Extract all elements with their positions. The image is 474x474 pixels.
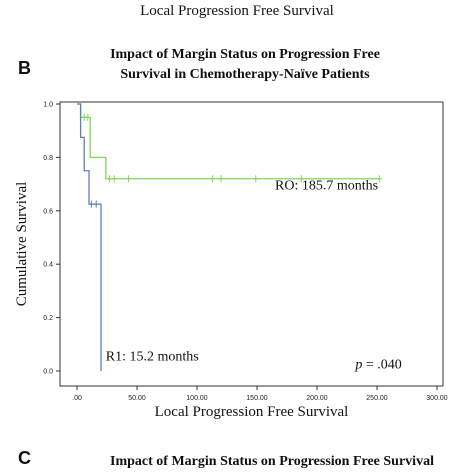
x-tick-label: 100.00 (186, 395, 208, 402)
panel-label-c: C (18, 448, 31, 468)
y-tick-label: 0.0 (43, 369, 53, 376)
censor-mark-r0 (376, 175, 382, 183)
plot-frame (59, 101, 444, 387)
censor-mark-r0 (298, 175, 304, 183)
chart-title-line-2: Survival in Chemotherapy-Naïve Patients (120, 67, 370, 82)
censor-mark-r0 (111, 175, 117, 183)
x-tick-label: 150.00 (246, 395, 268, 402)
chart-axes: .00 50.00 100.00 150.00 200.00 250.00 300.00 0.… (43, 101, 448, 402)
censor-mark-r0 (126, 175, 132, 183)
censor-mark-r0 (218, 175, 224, 183)
censor-mark-r0 (85, 113, 91, 121)
x-tick-label: 50.00 (128, 395, 146, 402)
censor-mark-r0 (253, 175, 259, 183)
top-caption: Local Progression Free Survival (140, 3, 334, 19)
censor-mark-r1 (93, 200, 99, 208)
x-tick-label: 300.00 (426, 395, 448, 402)
censor-mark-r0 (106, 175, 112, 183)
y-tick-label: 0.8 (43, 155, 53, 162)
y-tick-label: 0.2 (43, 315, 53, 322)
y-tick-label: 1.0 (43, 102, 53, 109)
chart-title: Impact of Margin Status on Progression F… (60, 45, 430, 85)
chart-title-line-1: Impact of Margin Status on Progression F… (110, 47, 380, 62)
y-tick-label: 0.6 (43, 208, 53, 215)
x-tick-label: .00 (72, 395, 82, 402)
panel-label-b: B (18, 58, 31, 78)
y-axis-label: Cumulative Survival (14, 182, 30, 307)
censor-mark-r1 (88, 200, 94, 208)
censor-mark-r0 (210, 175, 216, 183)
x-axis-label: Local Progression Free Survival (155, 404, 349, 420)
x-tick-label: 200.00 (306, 395, 328, 402)
x-tick-label: 250.00 (366, 395, 388, 402)
p-value-symbol: p (354, 357, 362, 372)
chart-series (77, 103, 382, 371)
p-value-text: = .040 (362, 357, 401, 372)
annotation-0: RO: 185.7 months (275, 178, 378, 193)
annotation-1: R1: 15.2 months (106, 349, 199, 364)
series-line-r0 (77, 103, 380, 180)
y-tick-label: 0.4 (43, 262, 53, 269)
next-panel-title: Impact of Margin Status on Progression F… (110, 454, 434, 469)
annotation-2: p = .040 (354, 357, 401, 372)
series-line-r1 (77, 103, 102, 371)
chart-annotations: RO: 185.7 months R1: 15.2 months p = .040 (106, 178, 402, 372)
